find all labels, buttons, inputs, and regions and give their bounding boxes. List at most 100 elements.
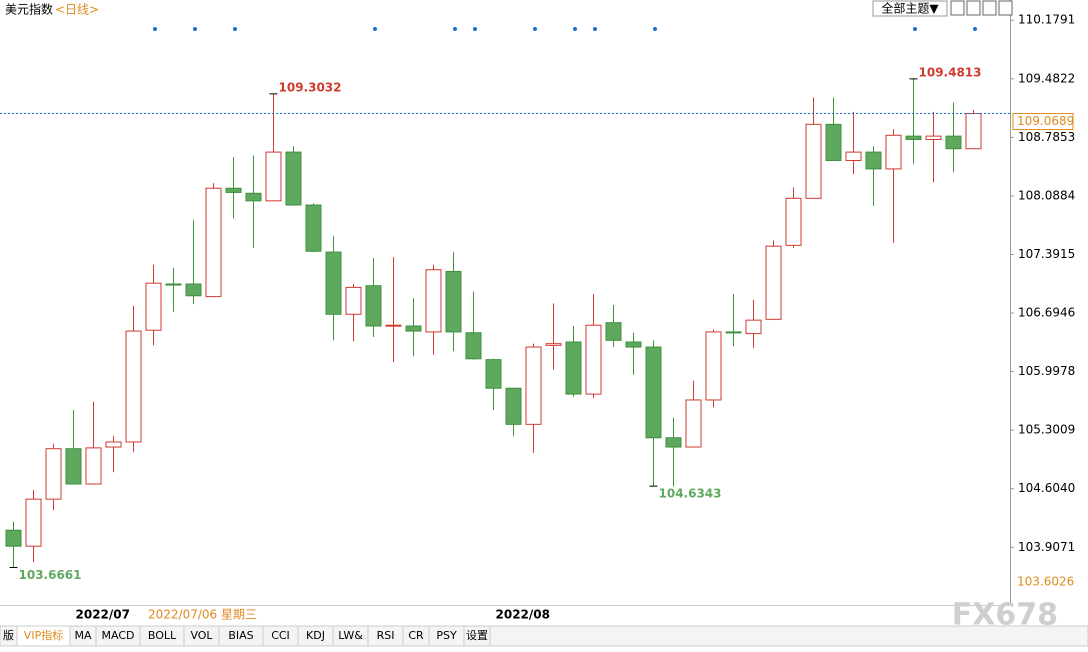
y-tick-label: 107.3915 (1018, 247, 1075, 261)
tab[interactable]: VIP指标 (24, 628, 63, 642)
event-dot[interactable] (373, 27, 377, 31)
candle-body (465, 332, 482, 360)
candle-body (325, 251, 342, 315)
y-tick-label: 108.7853 (1018, 130, 1075, 144)
event-dot[interactable] (573, 27, 577, 31)
candle-body (285, 151, 302, 206)
tab[interactable]: BIAS (228, 629, 253, 642)
tab[interactable]: 设置 (466, 629, 488, 642)
candle-body (385, 324, 402, 327)
tab[interactable]: BOLL (148, 629, 177, 642)
range-low-label: 103.6026 (1017, 574, 1074, 588)
candle-body (905, 135, 922, 140)
candle-body (125, 330, 142, 443)
candle-body (765, 245, 782, 320)
tab[interactable]: CCI (271, 629, 290, 642)
event-dot[interactable] (233, 27, 237, 31)
tab[interactable]: VOL (190, 629, 213, 642)
candle-body (965, 113, 982, 150)
candle-body (165, 283, 182, 286)
current-price-box (1012, 113, 1074, 131)
candle-body (785, 197, 802, 246)
candle-body (645, 346, 662, 439)
tab[interactable]: MACD (102, 629, 135, 642)
candle-body (445, 270, 462, 333)
tab[interactable]: RSI (377, 629, 395, 642)
candle-body (85, 447, 102, 485)
candle-body (225, 187, 242, 193)
event-dot[interactable] (653, 27, 657, 31)
event-dot[interactable] (533, 27, 537, 31)
event-dot[interactable] (913, 27, 917, 31)
candle-body (65, 448, 82, 485)
y-tick-label: 104.6040 (1018, 481, 1075, 495)
event-dot[interactable] (593, 27, 597, 31)
candle-body (885, 134, 902, 170)
event-dot[interactable] (473, 27, 477, 31)
candle-body (365, 285, 382, 327)
candle-body (725, 331, 742, 334)
candle-body (945, 135, 962, 150)
candle-body (545, 343, 562, 346)
candle-body (625, 341, 642, 348)
candle-body (265, 151, 282, 202)
extreme-label: 104.6343 (659, 487, 722, 501)
theme-button-box[interactable] (872, 0, 948, 17)
tab[interactable]: PSY (436, 629, 457, 642)
candle-body (305, 204, 322, 252)
y-tick-label: 103.9071 (1018, 540, 1075, 554)
tab-box[interactable] (463, 625, 491, 647)
y-tick-label: 105.3009 (1018, 423, 1075, 437)
candle-body (425, 269, 442, 333)
tab[interactable]: LW& (338, 629, 363, 642)
icon[interactable] (998, 0, 1013, 16)
candle-body (105, 441, 122, 448)
x-tick-label: 2022/07 (76, 608, 130, 622)
candle-body (145, 282, 162, 331)
candle-body (185, 283, 202, 297)
theme-button[interactable]: 全部主题▼ (881, 1, 939, 16)
icon[interactable] (966, 0, 981, 16)
current-price-label: 109.0689 (1017, 114, 1074, 128)
x-tick-label: 2022/08 (496, 608, 550, 622)
candle-body (665, 437, 682, 448)
candle-body (505, 387, 522, 425)
candle-body (685, 399, 702, 448)
chart-title: 美元指数 (5, 2, 53, 17)
candle-body (25, 498, 42, 547)
y-tick-label: 106.6946 (1018, 306, 1075, 320)
candle-body (585, 324, 602, 395)
y-tick-label: 108.0884 (1018, 188, 1075, 202)
tabs: 版 VIP指标 MA MACD BOLL VOL BIAS CCI KDJ LW& RSI CR PSY… (0, 625, 491, 647)
candle-body (5, 529, 22, 547)
cursor-date: 2022/07/06 星期三 (148, 608, 257, 622)
event-dot[interactable] (193, 27, 197, 31)
extreme-label: 109.4813 (919, 65, 982, 79)
toolbar-icons[interactable] (950, 0, 1013, 16)
candle-body (825, 123, 842, 161)
candle-body (705, 331, 722, 401)
tab[interactable]: 版 (3, 628, 14, 642)
candle-body (745, 319, 762, 335)
y-tick-label: 105.9978 (1018, 364, 1075, 378)
y-tick-label: 110.1791 (1018, 13, 1075, 27)
event-dot[interactable] (973, 27, 977, 31)
extreme-label: 103.6661 (19, 568, 82, 582)
candle-body (45, 448, 62, 500)
icon[interactable] (982, 0, 997, 16)
tab[interactable]: KDJ (306, 629, 325, 642)
chart-subtitle[interactable]: <日线> (55, 3, 99, 17)
candle-body (405, 325, 422, 332)
tab[interactable]: CR (408, 629, 424, 642)
candle-body (205, 187, 222, 298)
event-dot[interactable] (153, 27, 157, 31)
icon[interactable] (950, 0, 965, 16)
y-tick-label: 109.4822 (1018, 71, 1075, 85)
event-dot[interactable] (453, 27, 457, 31)
candle-body (565, 341, 582, 395)
tab[interactable]: MA (74, 629, 91, 642)
candle-body (845, 151, 862, 161)
